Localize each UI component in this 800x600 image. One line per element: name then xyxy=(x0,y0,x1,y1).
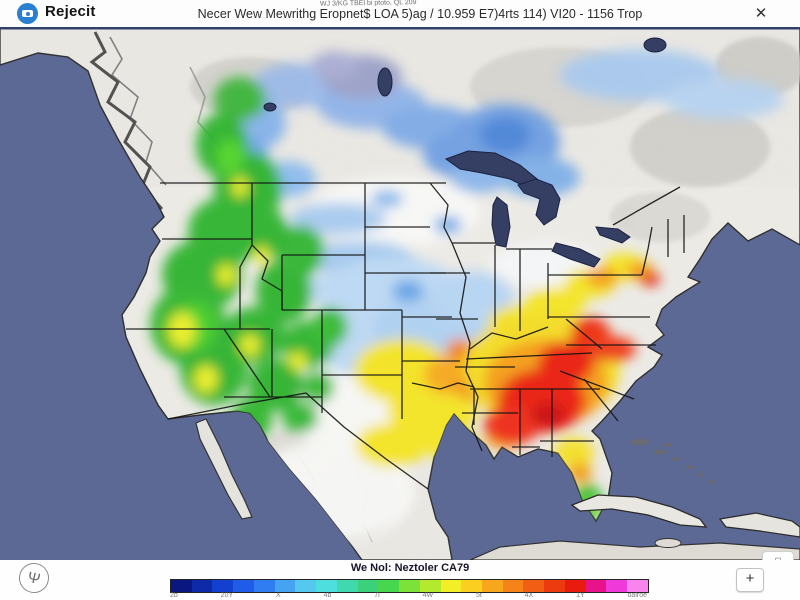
legend-title: We Nol: Neztoler CA79 xyxy=(350,562,470,574)
weather-map-canvas[interactable] xyxy=(0,26,800,561)
close-icon[interactable]: ✕ xyxy=(754,5,768,22)
colorbar-segment xyxy=(419,580,441,592)
colorbar-segment xyxy=(544,580,565,592)
colorbar-tick: 7l xyxy=(374,592,380,599)
colorbar-tick: 4W xyxy=(422,592,434,599)
app-name: Rejecit xyxy=(45,3,96,20)
colorbar-segment xyxy=(627,580,648,592)
colorbar-segment xyxy=(357,580,379,592)
colorbar-segment xyxy=(336,580,358,592)
header-bar: Rejecit WJ 3/KG TBEl bi ptoto, QL 209 Ne… xyxy=(0,0,800,27)
weather-map[interactable]: ▭ ∶ ▷ xyxy=(0,26,800,587)
colorbar-segment xyxy=(253,580,275,592)
colorbar-segment xyxy=(399,580,420,592)
colorbar-tick: 4X xyxy=(524,592,534,599)
colorbar-segment xyxy=(212,580,234,592)
colorbar-tick: oalroe xyxy=(627,592,647,599)
colorbar-segment xyxy=(274,580,296,592)
caribbean-islands xyxy=(570,438,800,548)
colorbar-tick: 1Y xyxy=(576,592,585,599)
map-top-edge xyxy=(0,27,800,30)
legend-colorbar xyxy=(170,579,649,593)
colorbar-segment xyxy=(233,580,254,592)
colorbar-segment xyxy=(585,580,607,592)
colorbar-segment xyxy=(378,580,400,592)
colorbar-segment xyxy=(564,580,586,592)
page-title: Necer Wew Mewrithg Eropnet$ LOA 5)ag / 1… xyxy=(197,7,643,21)
state-borders xyxy=(126,182,685,490)
colorbar-segment xyxy=(171,580,192,592)
colorbar-tick: 2b xyxy=(170,592,178,599)
great-lakes xyxy=(263,37,667,268)
colorbar-tick: 20Y xyxy=(220,592,234,599)
legend-tick-labels: 2b 20Y X 4b 7l 4W 5t 4X 1Y oalroe xyxy=(170,592,647,599)
colorbar-segment xyxy=(440,580,462,592)
colorbar-segment xyxy=(295,580,317,592)
compass-icon[interactable]: Ψ xyxy=(16,560,52,596)
colorbar-segment xyxy=(461,580,483,592)
baja-peninsula xyxy=(195,418,253,520)
colorbar-tick: X xyxy=(276,592,281,599)
colorbar-segment xyxy=(191,580,213,592)
layers-icon[interactable]: ▭ xyxy=(775,556,782,564)
colorbar-tick: 5t xyxy=(475,592,482,599)
zoom-in-button[interactable]: + xyxy=(736,568,764,592)
colorbar-segment xyxy=(502,580,524,592)
legend-bar: Ψ We Nol: Neztoler CA79 2b 20Y X 4b 7l 4W 5t 4X… xyxy=(0,560,800,600)
colorbar-segment xyxy=(523,580,545,592)
app-logo-icon[interactable] xyxy=(17,3,38,24)
colorbar-segment xyxy=(482,580,503,592)
colorbar-segment xyxy=(316,580,337,592)
colorbar-segment xyxy=(606,580,628,592)
colorbar-tick: 4b xyxy=(323,592,332,599)
